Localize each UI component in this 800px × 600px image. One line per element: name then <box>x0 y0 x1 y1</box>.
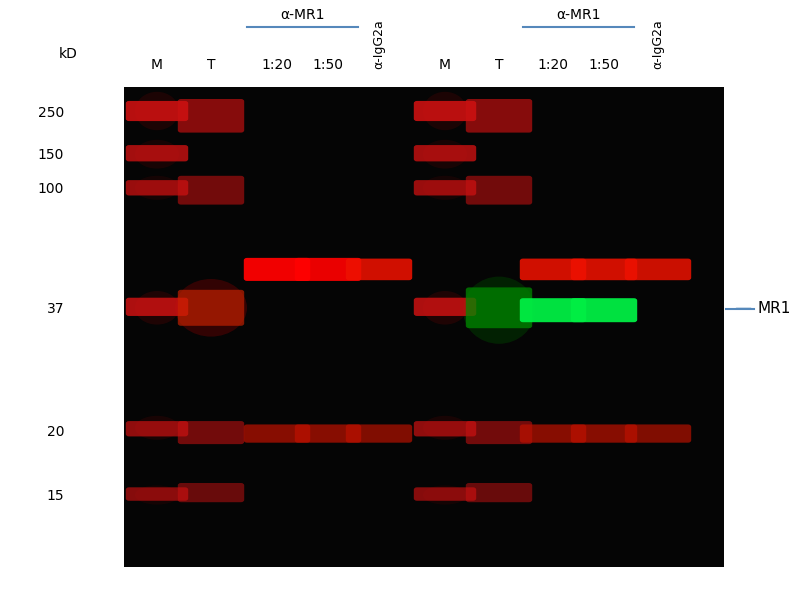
FancyBboxPatch shape <box>178 421 244 444</box>
FancyBboxPatch shape <box>414 180 476 196</box>
FancyBboxPatch shape <box>520 259 586 280</box>
FancyBboxPatch shape <box>466 99 532 133</box>
FancyBboxPatch shape <box>625 424 691 443</box>
Text: T: T <box>494 58 503 72</box>
Ellipse shape <box>423 485 467 505</box>
Text: 1:50: 1:50 <box>313 58 343 72</box>
FancyBboxPatch shape <box>126 421 188 436</box>
FancyBboxPatch shape <box>414 101 476 121</box>
FancyBboxPatch shape <box>520 298 586 322</box>
Ellipse shape <box>135 485 179 505</box>
Text: α-MR1: α-MR1 <box>280 8 325 22</box>
Text: α-IgG2a: α-IgG2a <box>651 19 665 69</box>
Ellipse shape <box>135 140 179 169</box>
FancyBboxPatch shape <box>126 180 188 196</box>
Ellipse shape <box>175 279 247 337</box>
Text: T: T <box>206 58 215 72</box>
FancyBboxPatch shape <box>414 487 476 501</box>
Text: M: M <box>439 58 451 72</box>
Text: α-IgG2a: α-IgG2a <box>373 19 386 69</box>
Ellipse shape <box>423 140 467 169</box>
Text: α-MR1: α-MR1 <box>556 8 601 22</box>
FancyBboxPatch shape <box>178 176 244 205</box>
FancyBboxPatch shape <box>414 421 476 436</box>
FancyBboxPatch shape <box>571 298 638 322</box>
Bar <box>124 87 724 567</box>
Ellipse shape <box>423 176 467 200</box>
FancyBboxPatch shape <box>520 424 586 443</box>
FancyBboxPatch shape <box>346 259 412 280</box>
Text: 100: 100 <box>38 182 64 196</box>
Text: 1:20: 1:20 <box>262 58 293 72</box>
Ellipse shape <box>135 176 179 200</box>
FancyBboxPatch shape <box>295 258 362 281</box>
Ellipse shape <box>423 291 467 325</box>
FancyBboxPatch shape <box>295 424 362 443</box>
Ellipse shape <box>423 92 467 130</box>
FancyBboxPatch shape <box>178 483 244 502</box>
Ellipse shape <box>135 92 179 130</box>
FancyBboxPatch shape <box>466 421 532 444</box>
Text: 1:20: 1:20 <box>538 58 569 72</box>
FancyBboxPatch shape <box>126 298 188 316</box>
Text: 150: 150 <box>38 148 64 162</box>
FancyBboxPatch shape <box>466 287 532 328</box>
Ellipse shape <box>135 291 179 325</box>
Text: MR1: MR1 <box>758 301 791 316</box>
Text: 1:50: 1:50 <box>589 58 619 72</box>
Text: 37: 37 <box>46 302 64 316</box>
FancyBboxPatch shape <box>126 145 188 161</box>
FancyBboxPatch shape <box>414 145 476 161</box>
Ellipse shape <box>463 277 535 344</box>
FancyBboxPatch shape <box>126 101 188 121</box>
Text: 15: 15 <box>46 489 64 503</box>
Ellipse shape <box>135 416 179 440</box>
FancyBboxPatch shape <box>625 259 691 280</box>
Text: kD: kD <box>58 47 78 61</box>
FancyBboxPatch shape <box>346 424 412 443</box>
Text: 250: 250 <box>38 106 64 121</box>
FancyBboxPatch shape <box>244 258 310 281</box>
FancyBboxPatch shape <box>178 290 244 326</box>
Text: M: M <box>151 58 163 72</box>
Ellipse shape <box>423 416 467 440</box>
FancyBboxPatch shape <box>571 259 638 280</box>
FancyBboxPatch shape <box>126 487 188 501</box>
FancyBboxPatch shape <box>178 99 244 133</box>
FancyBboxPatch shape <box>244 424 310 443</box>
FancyBboxPatch shape <box>414 298 476 316</box>
FancyBboxPatch shape <box>466 483 532 502</box>
FancyBboxPatch shape <box>571 424 638 443</box>
Text: 20: 20 <box>46 425 64 439</box>
FancyBboxPatch shape <box>466 176 532 205</box>
